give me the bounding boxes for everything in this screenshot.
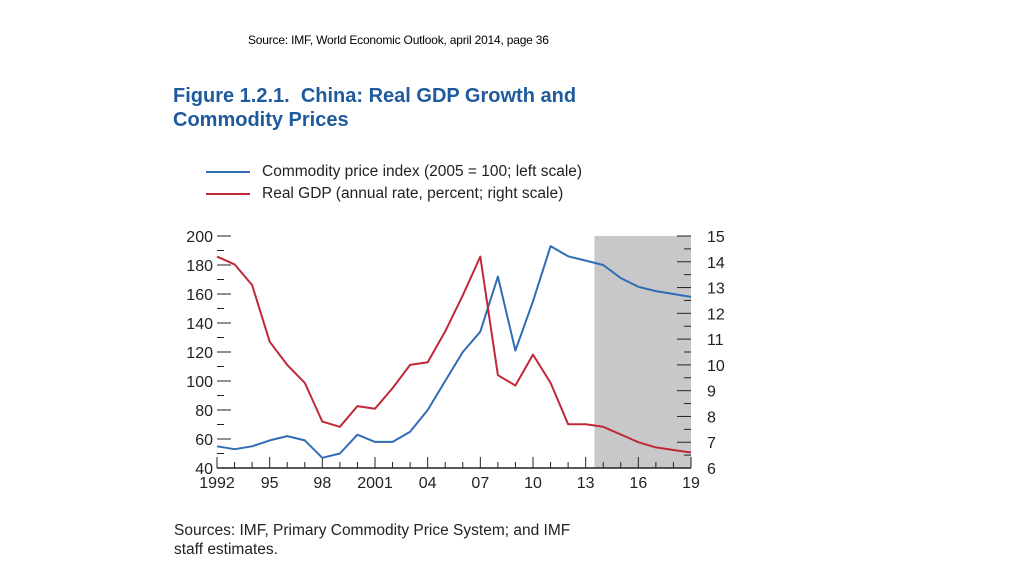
x-tick-label: 10 [524,475,542,492]
sources-line2: staff estimates. [174,541,278,558]
legend-entry-gdp: Real GDP (annual rate, percent; right sc… [206,183,582,205]
x-tick-label: 04 [419,475,437,492]
right-axis-label: 6 [707,461,716,478]
legend-swatch-commodity [206,171,250,173]
right-axis-label: 12 [707,306,725,323]
right-axis-label: 13 [707,281,725,298]
commodity-price-line [216,245,692,459]
x-tick-label: 13 [577,475,595,492]
x-tick-label: 07 [471,475,489,492]
legend-label-commodity: Commodity price index (2005 = 100; left … [262,163,583,180]
source-note: Source: IMF, World Economic Outlook, apr… [248,33,549,47]
left-axis-label: 160 [186,287,213,304]
chart-legend: Commodity price index (2005 = 100; left … [206,161,582,205]
figure-title: Figure 1.2.1. China: Real GDP Growth and… [173,84,733,132]
x-tick-label: 16 [629,475,647,492]
left-axis-label: 200 [186,229,213,246]
right-axis-label: 10 [707,358,725,375]
figure-title-line2: Commodity Prices [173,109,349,131]
figure-title-line1: Figure 1.2.1. China: Real GDP Growth and [173,85,577,107]
x-tick-label: 2001 [357,475,393,492]
left-axis-label: 140 [186,316,213,333]
x-tick-label: 95 [261,475,279,492]
right-axis-label: 9 [707,384,716,401]
right-axis-label: 11 [707,332,724,349]
sources-line1: Sources: IMF, Primary Commodity Price Sy… [174,522,571,539]
projection-shade [594,236,691,468]
left-axis-label: 40 [195,461,213,478]
right-axis-label: 15 [707,229,725,246]
legend-swatch-gdp [206,193,250,195]
left-axis-label: 100 [186,374,213,391]
x-tick-label: 1992 [199,475,235,492]
left-axis-label: 60 [195,432,213,449]
legend-entry-commodity: Commodity price index (2005 = 100; left … [206,161,582,183]
left-axis-label: 120 [186,345,213,362]
left-axis-label: 180 [186,258,213,275]
real-gdp-line [216,255,692,454]
x-tick-label: 98 [313,475,331,492]
left-axis-label: 80 [195,403,213,420]
right-axis-label: 7 [707,435,716,452]
legend-label-gdp: Real GDP (annual rate, percent; right sc… [262,185,564,202]
right-axis-label: 8 [707,409,716,426]
x-tick-label: 19 [682,475,700,492]
chart-svg: 1992 95 98 2001 04 07 10 13 16 194060801001201401… [186,229,725,492]
right-axis-label: 14 [707,255,725,272]
sources-note: Sources: IMF, Primary Commodity Price Sy… [174,521,734,559]
